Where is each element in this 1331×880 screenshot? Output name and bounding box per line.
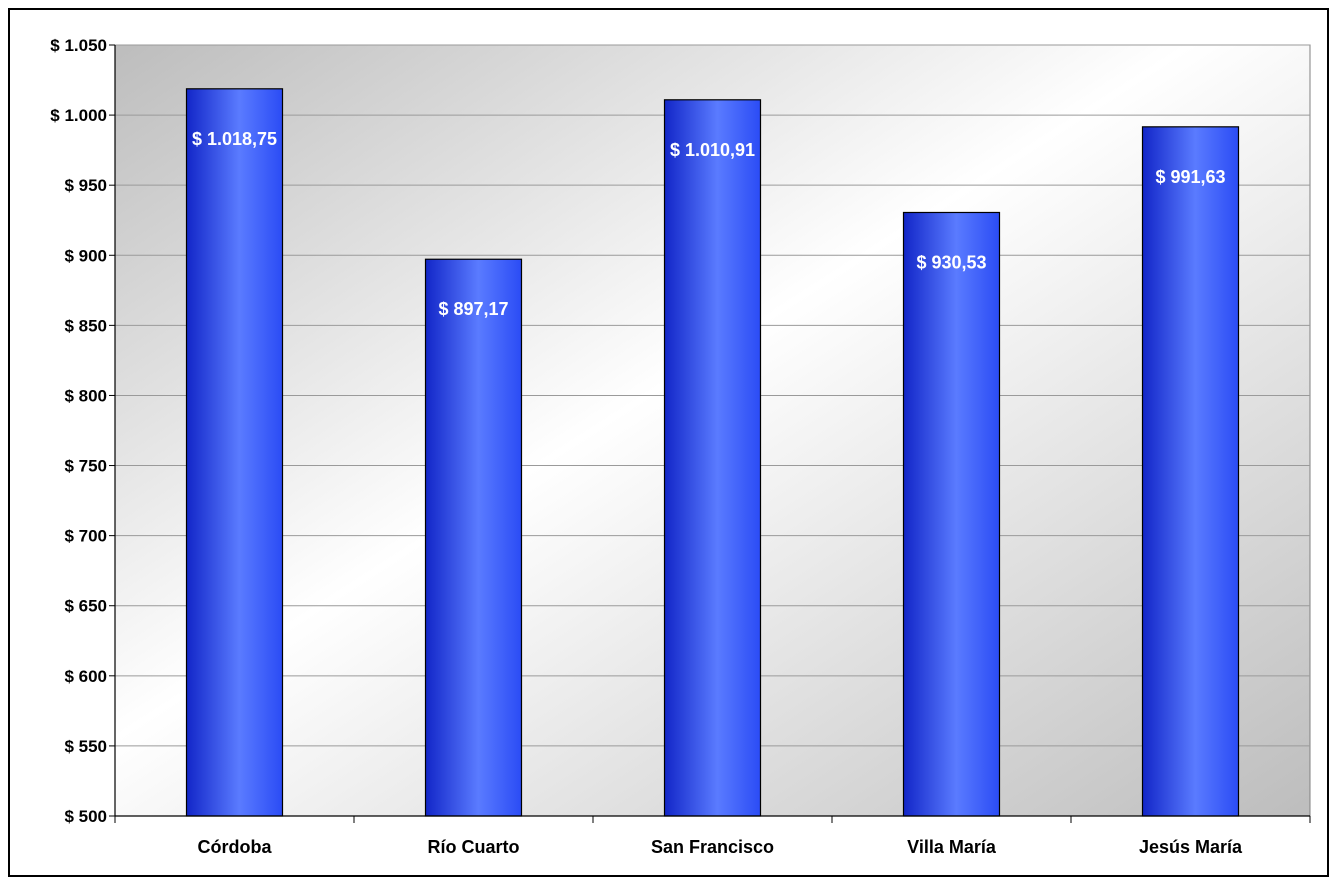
x-category-label: San Francisco: [651, 837, 774, 857]
y-tick-label: $ 1.050: [50, 36, 107, 55]
data-label: $ 930,53: [916, 252, 986, 272]
y-tick-label: $ 600: [64, 667, 107, 686]
y-axis-ticks: $ 500 $ 550 $ 600 $ 650 $ 700 $ 750 $ 800 $ 850…: [50, 36, 115, 826]
data-label: $ 897,17: [438, 299, 508, 319]
x-category-label: Río Cuarto: [428, 837, 520, 857]
x-category-label: Córdoba: [198, 837, 273, 857]
axes: [114, 45, 1310, 817]
y-tick-label: $ 800: [64, 386, 107, 405]
data-labels: $ 1.018,75 $ 897,17 $ 1.010,91 $ 930,53 $ 99…: [192, 129, 1226, 319]
bar: [663, 99, 762, 817]
y-tick-label: $ 550: [64, 737, 107, 756]
y-tick-label: $ 900: [64, 246, 107, 265]
bar: [185, 88, 284, 817]
x-category-label: Villa María: [907, 837, 997, 857]
y-tick-label: $ 950: [64, 176, 107, 195]
bar-chart: $ 500 $ 550 $ 600 $ 650 $ 700 $ 750 $ 800 $ 850…: [50, 36, 1311, 857]
data-label: $ 1.010,91: [670, 140, 755, 160]
bars: [185, 88, 1240, 817]
bar: [902, 211, 1001, 817]
y-tick-label: $ 500: [64, 807, 107, 826]
chart-frame: $ 500 $ 550 $ 600 $ 650 $ 700 $ 750 $ 800 $ 850…: [8, 8, 1329, 877]
y-tick-label: $ 750: [64, 457, 107, 476]
data-label: $ 991,63: [1155, 167, 1225, 187]
x-axis-labels: Córdoba Río Cuarto San Francisco Villa Marí…: [114, 816, 1311, 857]
bar: [1141, 126, 1240, 817]
y-tick-label: $ 700: [64, 527, 107, 546]
y-tick-label: $ 1.000: [50, 106, 107, 125]
x-category-label: Jesús María: [1139, 837, 1243, 857]
bar: [424, 258, 523, 817]
data-label: $ 1.018,75: [192, 129, 277, 149]
y-tick-label: $ 850: [64, 316, 107, 335]
y-tick-label: $ 650: [64, 597, 107, 616]
